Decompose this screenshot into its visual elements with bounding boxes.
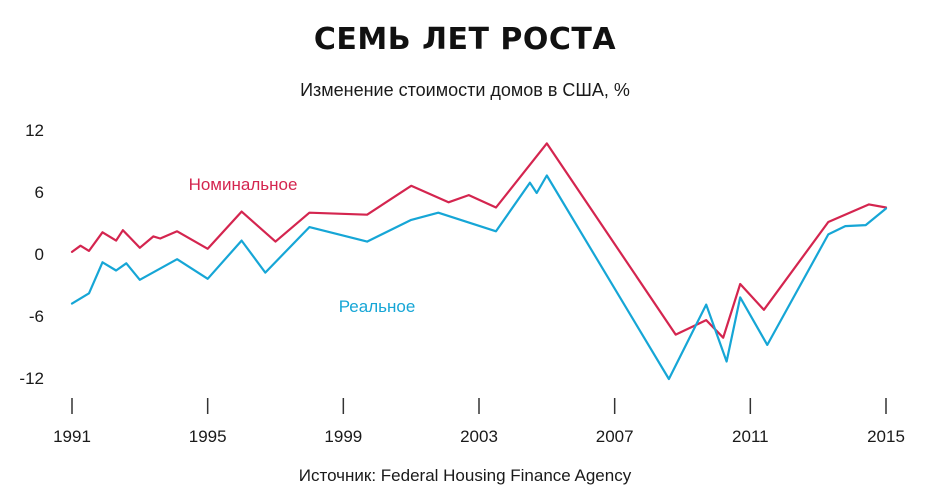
y-tick-label: 0 — [35, 245, 44, 264]
series-label-nominal: Номинальное — [189, 175, 298, 194]
chart-subtitle: Изменение стоимости домов в США, % — [300, 80, 630, 100]
y-tick-label: 6 — [35, 183, 44, 202]
y-tick-label: 12 — [25, 121, 44, 140]
x-tick-label: 1999 — [324, 427, 362, 446]
series-label-real: Реальное — [339, 297, 416, 316]
series-line-nominal — [70, 142, 888, 339]
series-lines — [70, 142, 888, 381]
x-tick-label: 1995 — [189, 427, 227, 446]
series-labels: Номинальное Реальное — [189, 175, 416, 316]
y-axis: 12 6 0 -6 -12 — [19, 121, 44, 388]
source-note: Источник: Federal Housing Finance Agency — [298, 466, 632, 485]
x-tick-label: 2003 — [460, 427, 498, 446]
x-tick-label: 2011 — [732, 427, 769, 446]
x-tick-label: 2007 — [596, 427, 634, 446]
y-tick-label: -6 — [29, 307, 44, 326]
x-tick-label: 1991 — [53, 427, 91, 446]
chart-title: СЕМЬ ЛЕТ РОСТА — [313, 22, 617, 57]
x-tick-label: 2015 — [867, 427, 905, 446]
x-axis: 1991 1995 1999 2003 2007 2011 2015 — [53, 398, 905, 446]
y-tick-label: -12 — [19, 369, 44, 388]
series-line-real — [70, 174, 888, 381]
